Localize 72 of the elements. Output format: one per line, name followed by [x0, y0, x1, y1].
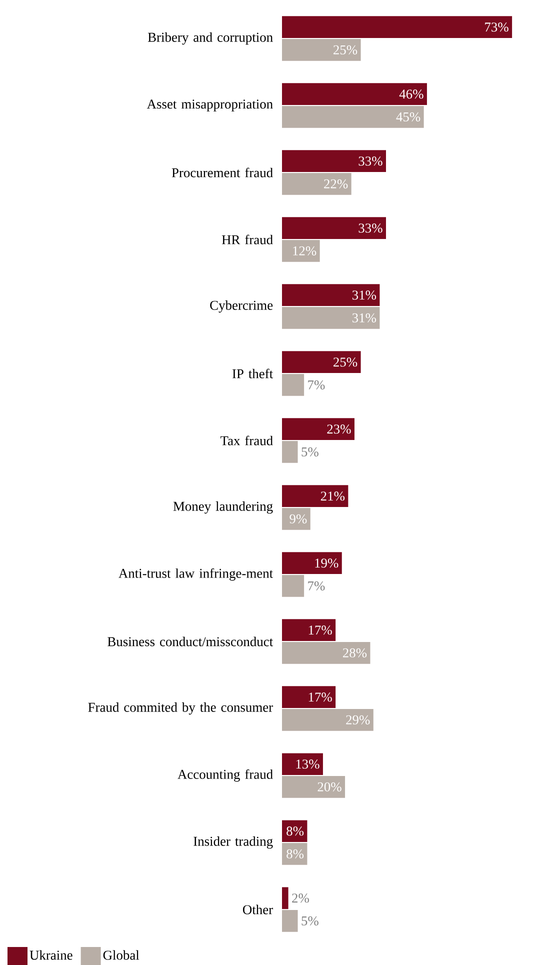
y-tick-label: Tax fraud	[220, 436, 273, 446]
data-label: 29%	[346, 715, 370, 724]
bar	[282, 508, 310, 530]
data-label: 7%	[308, 380, 325, 390]
data-label: 17%	[308, 626, 332, 635]
y-tick-label: Asset misappropriation	[146, 100, 273, 112]
y-tick-label: HR fraud	[222, 234, 273, 244]
data-label: 7%	[308, 581, 325, 590]
bar	[282, 172, 352, 195]
bar	[282, 351, 361, 374]
bar	[282, 753, 323, 776]
legend-label: Global	[103, 950, 140, 960]
legend-label: Ukraine	[30, 950, 72, 960]
y-tick-label: Insider trading	[194, 836, 273, 849]
data-label: 31%	[352, 313, 376, 322]
data-label: 33%	[358, 224, 382, 233]
data-label: 19%	[315, 558, 338, 568]
bar	[282, 708, 374, 731]
y-tick-label: Cybercrime	[210, 300, 273, 313]
y-tick-label: Bribery and corruption	[148, 32, 273, 45]
y-tick-label: Anti-trust law infringe-ment	[118, 568, 273, 581]
data-label: 22%	[324, 179, 348, 188]
y-tick-label: Business conduct/missconduct	[108, 636, 273, 646]
bar	[282, 686, 336, 708]
bar	[282, 306, 380, 329]
data-label: 31%	[352, 290, 376, 300]
bar	[282, 374, 304, 396]
data-label: 5%	[302, 916, 318, 926]
bar	[282, 418, 354, 440]
bar	[282, 887, 288, 910]
y-tick-label: Other	[242, 904, 273, 914]
y-tick-label: Accounting fraud	[178, 769, 273, 782]
data-label: 9%	[290, 514, 307, 524]
bar	[282, 552, 342, 574]
data-label: 46%	[399, 90, 424, 99]
data-label: 25%	[334, 45, 358, 54]
data-label: 73%	[485, 22, 508, 32]
bar	[282, 910, 298, 932]
bar	[282, 642, 370, 664]
bar	[282, 820, 308, 842]
bar	[282, 38, 361, 61]
data-label: 2%	[292, 894, 309, 903]
data-label: 25%	[334, 358, 358, 367]
data-label: 23%	[327, 424, 351, 434]
bar	[282, 574, 304, 597]
bar	[282, 83, 427, 106]
bar	[282, 106, 424, 128]
data-label: 8%	[286, 849, 304, 858]
bar	[282, 16, 512, 38]
data-label: 33%	[358, 156, 382, 166]
bar	[282, 284, 380, 306]
bar	[282, 240, 320, 262]
bar	[282, 776, 346, 798]
bar	[282, 150, 386, 172]
data-label: 13%	[296, 760, 320, 769]
data-label: 8%	[286, 826, 304, 836]
y-tick-label: IP theft	[232, 368, 273, 378]
data-label: 28%	[342, 648, 367, 658]
bar	[282, 842, 308, 865]
y-tick-label: Money laundering	[173, 501, 273, 514]
data-label: 45%	[396, 112, 420, 122]
data-label: 20%	[318, 782, 342, 792]
y-tick-label: Fraud commited by the consumer	[88, 702, 273, 715]
data-label: 5%	[302, 447, 318, 456]
bar	[282, 485, 348, 508]
data-label: 21%	[320, 492, 345, 501]
data-label: 17%	[308, 692, 332, 702]
bar	[282, 619, 336, 642]
y-tick-label: Procurement fraud	[172, 168, 273, 178]
bar	[282, 217, 386, 240]
data-label: 12%	[293, 246, 316, 256]
bar	[282, 440, 298, 463]
